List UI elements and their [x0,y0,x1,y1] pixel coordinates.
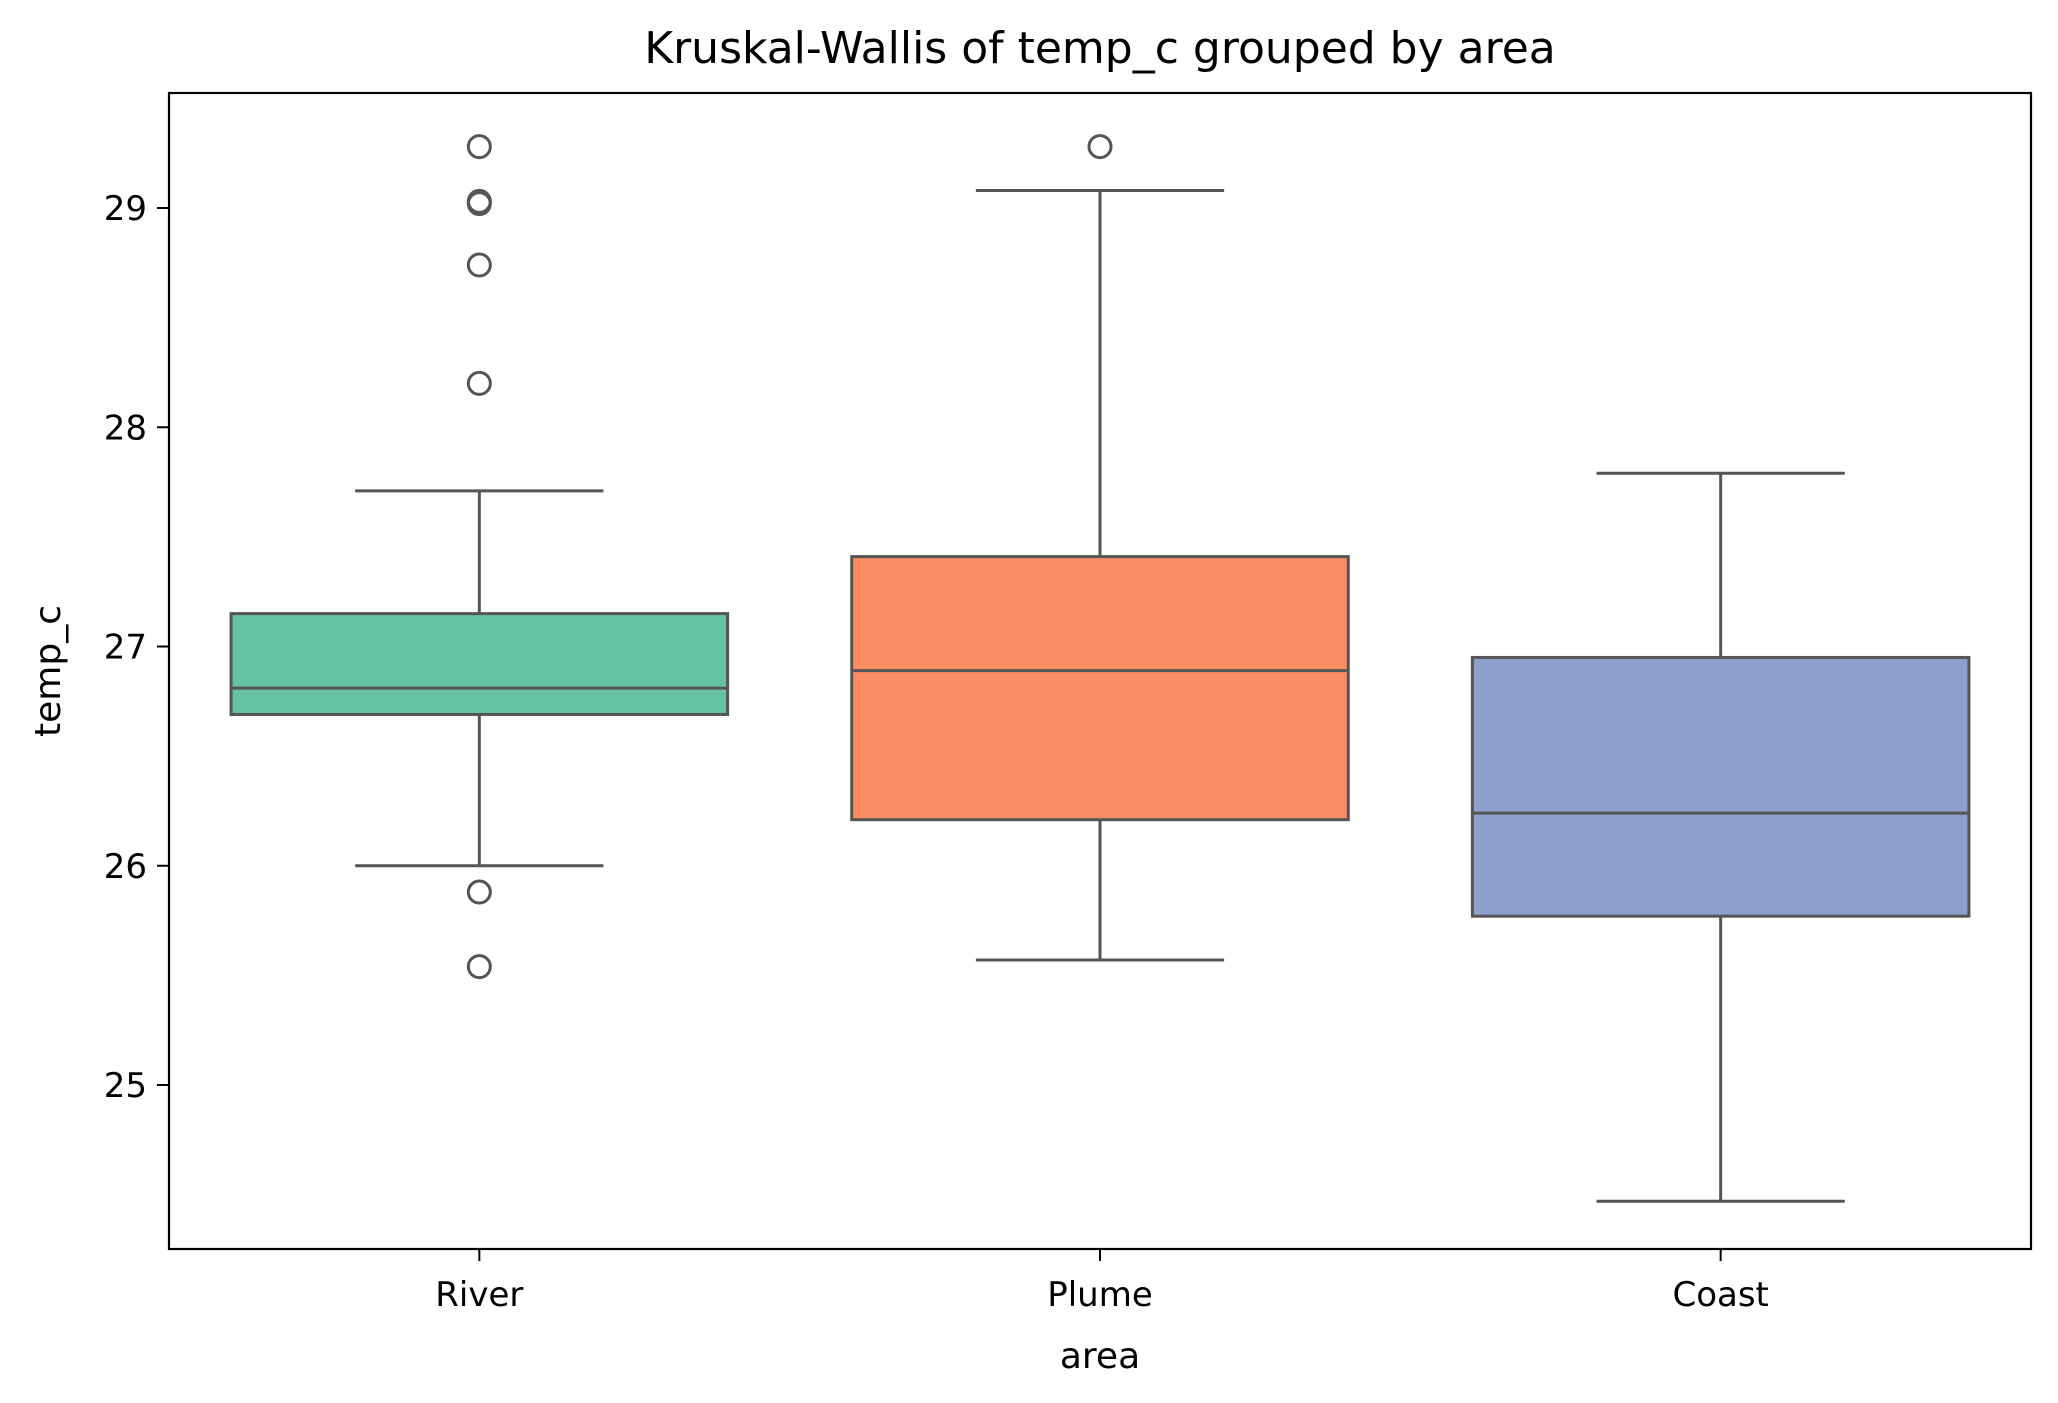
x-tick-label: Coast [1672,1275,1768,1315]
y-tick-label: 29 [104,189,147,229]
outlier-point [466,188,492,214]
y-axis: 25 26 27 28 29 [104,189,169,1106]
box [850,555,1350,822]
chart-title: Kruskal-Wallis of temp_c grouped by area [644,23,1556,74]
outlier-point [466,879,492,905]
box-group-plume [850,134,1350,962]
box-group-river [229,134,730,980]
box [229,612,730,716]
outlier-point [466,954,492,980]
y-tick-label: 25 [104,1066,147,1106]
plot-area [229,134,1971,1203]
box [1470,655,1971,918]
x-axis: River Plume Coast [435,1249,1769,1315]
outlier-point [466,252,492,278]
y-tick-label: 26 [104,847,147,887]
box-group-coast [1470,471,1971,1203]
outlier-point [466,134,492,160]
y-tick-label: 28 [104,408,147,448]
outlier-point [466,370,492,396]
x-tick-label: Plume [1047,1275,1153,1315]
y-tick-label: 27 [104,628,147,668]
x-axis-label: area [1060,1336,1140,1377]
x-tick-label: River [435,1275,523,1315]
y-axis-label: temp_c [28,605,69,737]
outlier-point [1087,134,1113,160]
